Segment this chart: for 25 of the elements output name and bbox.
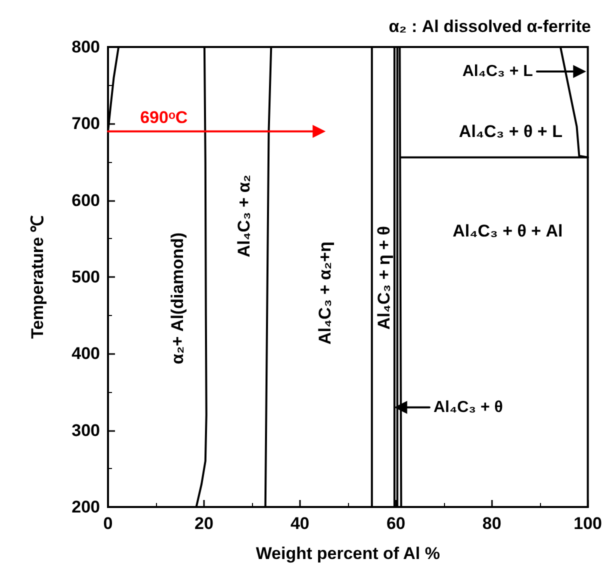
y-axis-title: Temperature ℃ xyxy=(28,215,47,339)
text: α₂ : Al dissolved α-ferrite xyxy=(388,17,592,36)
x-tick-label: 20 xyxy=(194,514,214,533)
y-tick-label: 700 xyxy=(72,114,100,134)
annotation: Al₄C₃ + θ + L xyxy=(458,122,562,141)
annotation: Al₄C₃ + α₂+η xyxy=(316,242,335,345)
annotation: Al₄C₃ + η + θ xyxy=(374,226,394,330)
annotation: Al₄C₃ + θ + Al xyxy=(452,222,563,241)
x-tick-label: 0 xyxy=(103,514,113,533)
x-axis-title: Weight percent of Al % xyxy=(256,544,440,563)
annotation: 690ᵒC xyxy=(140,108,188,127)
y-tick-label: 600 xyxy=(72,190,100,210)
series-label: Al₄C₃ + L xyxy=(462,63,534,80)
y-tick-label: 200 xyxy=(72,498,100,516)
y-tick-label: 500 xyxy=(72,268,100,286)
y-tick-label: 800 xyxy=(72,38,100,56)
y-tick-label: 300 xyxy=(72,420,100,440)
x-tick-label: 60 xyxy=(386,514,406,533)
x-tick-label: 80 xyxy=(482,514,502,533)
annotation: Al₄C₃ + α₂ xyxy=(234,174,254,258)
series-label: Al₄C₃ + θ xyxy=(433,398,503,416)
x-tick-label: 40 xyxy=(290,514,310,533)
x-tick-label: 100 xyxy=(574,514,602,533)
annotation: α₂+ Al(diamond) xyxy=(168,232,187,364)
y-tick-label: 400 xyxy=(72,344,100,364)
